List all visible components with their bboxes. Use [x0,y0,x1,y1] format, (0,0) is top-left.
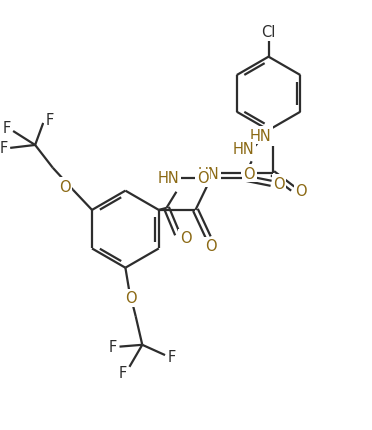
Text: O: O [295,184,307,199]
Text: Cl: Cl [262,25,276,40]
Text: O: O [197,171,208,186]
Text: HN: HN [250,129,272,144]
Text: O: O [244,166,255,181]
Text: HN: HN [157,171,179,186]
Text: HN: HN [198,166,219,181]
Text: F: F [0,141,8,156]
Text: O: O [273,176,285,191]
Text: O: O [180,231,192,246]
Text: F: F [167,350,176,365]
Text: F: F [119,365,127,380]
Text: F: F [2,120,11,135]
Text: O: O [59,179,71,194]
Text: F: F [109,339,117,354]
Text: O: O [205,239,217,253]
Text: HN: HN [233,141,254,157]
Text: F: F [46,113,54,127]
Text: O: O [125,291,137,306]
